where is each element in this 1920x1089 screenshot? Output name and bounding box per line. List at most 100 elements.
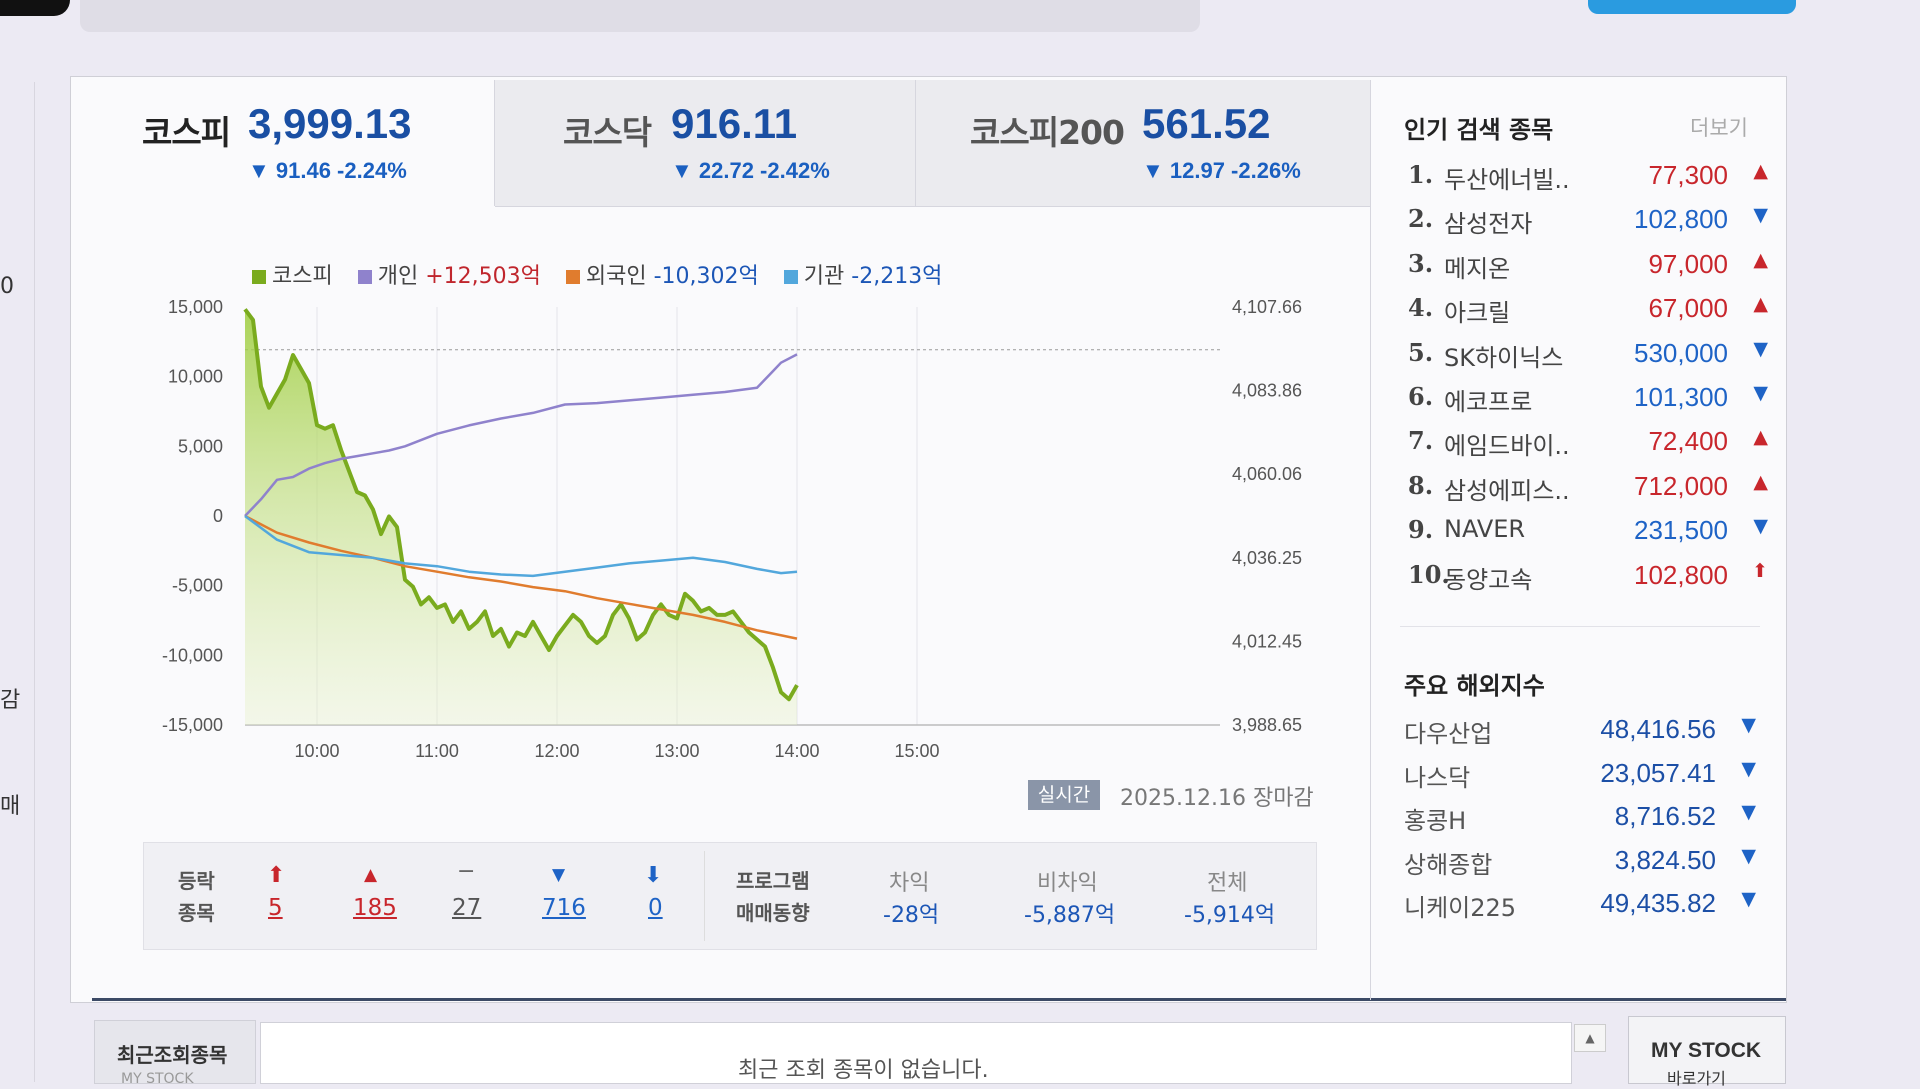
recent-stocks-tab[interactable]: 최근조회종목 MY STOCK (94, 1020, 256, 1087)
x-tick-label: 15:00 (894, 741, 939, 761)
right-tick-label: 4,012.45 (1232, 631, 1302, 651)
overseas-title: 주요 해외지수 (1404, 672, 1545, 700)
popular-item[interactable]: 1. 두산에너빌.. 77,300 ▲ (1408, 160, 1768, 200)
flat-count[interactable]: 27 (452, 895, 482, 921)
x-tick-label: 12:00 (534, 741, 579, 761)
up-arrow-icon: ▲ (1753, 160, 1768, 182)
down-arrow-icon: ▼ (1741, 714, 1756, 736)
left-edge-text: 감 (0, 688, 21, 713)
legend-individual: 개인 +12,503억 (357, 264, 541, 289)
overseas-name: 니케이225 (1404, 894, 1517, 922)
left-edge-text: 0 (0, 274, 14, 299)
right-tick-label: 4,083.86 (1232, 381, 1302, 401)
popular-rank: 2. (1408, 204, 1434, 234)
tab-kospi200[interactable]: 코스피200 561.52 ▼ 12.97 -2.26% (916, 80, 1371, 207)
overseas-name: 상해종합 (1404, 850, 1493, 879)
program-nonarb-value: -5,887억 (1024, 903, 1116, 928)
up-arrow-icon: ▲ (1753, 248, 1768, 271)
left-edge-text: 매 (0, 794, 21, 819)
popular-item[interactable]: 7. 에임드바이.. 72,400 ▲ (1408, 426, 1768, 466)
popular-name: 아크릴 (1444, 299, 1511, 328)
popular-item[interactable]: 9. NAVER 231,500 ▼ (1408, 515, 1768, 555)
scroll-up-button[interactable]: ▲ (1574, 1024, 1606, 1052)
right-tick-label: 4,060.06 (1232, 464, 1302, 484)
x-tick-label: 14:00 (774, 741, 819, 761)
tab-kospi[interactable]: 코스피 3,999.13 ▼ 91.46 -2.24% (70, 80, 495, 206)
index-name: 코스닥 (563, 113, 652, 152)
flat-icon: − (457, 859, 476, 884)
x-tick-label: 11:00 (415, 741, 459, 761)
limit-up-count[interactable]: 5 (268, 895, 283, 921)
x-tick-label: 13:00 (654, 741, 699, 761)
popular-item[interactable]: 2. 삼성전자 102,800 ▼ (1408, 204, 1768, 244)
legend-swatch (252, 270, 266, 284)
program-total-label: 전체 (1207, 871, 1248, 896)
down-arrow-icon: ▼ (1753, 382, 1768, 404)
right-tick-label: 3,988.65 (1232, 715, 1302, 735)
popular-name: 에임드바이.. (1444, 432, 1570, 461)
popular-title: 인기 검색 종목 (1404, 116, 1554, 144)
tab-kosdaq[interactable]: 코스닥 916.11 ▼ 22.72 -2.42% (495, 80, 916, 207)
top-button[interactable] (1588, 0, 1796, 14)
more-link[interactable]: 더보기 (1690, 116, 1748, 140)
index-name: 코스피200 (970, 113, 1125, 152)
legend-swatch (565, 270, 580, 284)
index-value: 561.52 (1142, 100, 1271, 147)
left-tick-label: -5,000 (172, 576, 223, 596)
mystock-button[interactable]: MY STOCK 바로가기 (1628, 1016, 1786, 1088)
popular-rank: 8. (1408, 470, 1434, 500)
popular-item[interactable]: 4. 아크릴 67,000 ▲ (1408, 293, 1768, 333)
popular-rank: 9. (1408, 515, 1434, 545)
left-tick-label: 15,000 (168, 297, 223, 317)
left-sidebar-edge: 0 감 매 (0, 82, 35, 1082)
limit-up-icon: ⬆ (267, 863, 286, 888)
popular-rank: 10. (1408, 559, 1450, 589)
legend-swatch (357, 270, 372, 284)
legend-foreign: 외국인 -10,302억 (565, 264, 759, 289)
limit-down-count[interactable]: 0 (648, 895, 663, 921)
popular-item[interactable]: 5. SK하이닉스 530,000 ▼ (1408, 338, 1768, 378)
overseas-name: 홍콩H (1404, 807, 1467, 835)
left-tick-label: -10,000 (162, 645, 223, 665)
down-arrow-icon: ▼ (1741, 888, 1756, 910)
index-change: ▼ 12.97 -2.26% (1142, 158, 1301, 183)
popular-name: 메지온 (1444, 254, 1511, 283)
live-badge[interactable]: 실시간 (1028, 780, 1100, 810)
popular-price: 712,000 (1634, 470, 1728, 501)
program-arb-value: -28억 (883, 903, 940, 928)
left-tick-label: -15,000 (162, 715, 223, 735)
popular-item[interactable]: 6. 에코프로 101,300 ▼ (1408, 382, 1768, 422)
overseas-item[interactable]: 나스닥 23,057.41 ▼ (1404, 758, 1756, 798)
right-tick-label: 4,107.66 (1232, 297, 1302, 317)
recent-empty-message: 최근 조회 종목이 없습니다. (738, 1058, 989, 1083)
down-arrow-icon: ▼ (1741, 801, 1756, 823)
popular-price: 102,800 (1634, 204, 1728, 235)
series-line-kospi (243, 308, 799, 702)
popular-item[interactable]: 10. 동양고속 102,800 ⬆ (1408, 560, 1768, 600)
legend-swatch (783, 270, 798, 284)
up-arrow-icon: ▲ (1753, 293, 1768, 316)
popular-name: 에코프로 (1444, 388, 1533, 416)
overseas-item[interactable]: 상해종합 3,824.50 ▼ (1404, 845, 1756, 885)
top-search-bar[interactable] (80, 0, 1200, 32)
rise-count[interactable]: 185 (353, 895, 397, 921)
popular-item[interactable]: 8. 삼성에피스.. 712,000 ▲ (1408, 471, 1768, 511)
overseas-item[interactable]: 다우산업 48,416.56 ▼ (1404, 714, 1756, 754)
legend-kospi: 코스피 (252, 264, 333, 289)
program-nonarb-label: 비차익 (1037, 871, 1098, 896)
window-corner (0, 0, 70, 16)
overseas-item[interactable]: 홍콩H 8,716.52 ▼ (1404, 801, 1756, 841)
rise-icon: ▲ (364, 865, 378, 885)
stats-divider (704, 851, 705, 941)
mystock-sub: 바로가기 (1667, 1069, 1726, 1088)
overseas-price: 48,416.56 (1600, 714, 1716, 744)
program-total-value: -5,914억 (1184, 903, 1276, 928)
fall-count[interactable]: 716 (542, 895, 586, 921)
popular-name: SK하이닉스 (1444, 343, 1564, 372)
right-tick-label: 4,036.25 (1232, 548, 1302, 568)
left-tick-label: 0 (213, 506, 223, 526)
overseas-price: 3,824.50 (1614, 844, 1716, 875)
chart-legend: 코스피 개인 +12,503억 외국인 -10,302억 기관 -2,213억 (252, 258, 960, 290)
popular-item[interactable]: 3. 메지온 97,000 ▲ (1408, 249, 1768, 289)
overseas-item[interactable]: 니케이225 49,435.82 ▼ (1404, 888, 1756, 928)
